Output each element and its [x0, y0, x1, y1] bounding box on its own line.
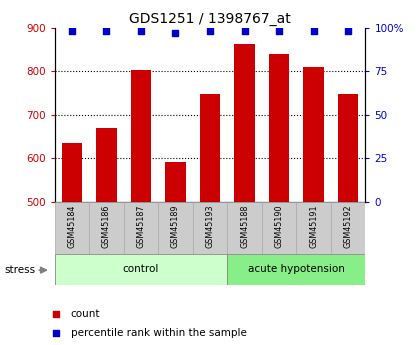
Bar: [269, 54, 289, 202]
Text: GSM45186: GSM45186: [102, 205, 111, 248]
Bar: [158, 202, 193, 254]
Bar: [55, 202, 89, 254]
Bar: [89, 202, 123, 254]
Bar: [331, 202, 365, 254]
Point: [276, 28, 282, 34]
Text: stress: stress: [4, 265, 35, 275]
Text: GSM45190: GSM45190: [275, 205, 284, 248]
Bar: [55, 254, 227, 285]
Text: GSM45191: GSM45191: [309, 205, 318, 248]
Bar: [131, 70, 151, 202]
Point: [138, 28, 144, 34]
Bar: [227, 254, 365, 285]
Point: [53, 331, 60, 336]
Bar: [96, 128, 117, 202]
Text: GSM45184: GSM45184: [67, 205, 76, 248]
Bar: [193, 202, 227, 254]
Bar: [61, 143, 82, 202]
Bar: [338, 94, 359, 202]
Text: percentile rank within the sample: percentile rank within the sample: [71, 328, 247, 338]
Text: count: count: [71, 309, 100, 319]
Text: GDS1251 / 1398767_at: GDS1251 / 1398767_at: [129, 12, 291, 26]
Point: [345, 28, 352, 34]
Point: [53, 312, 60, 317]
Text: acute hypotension: acute hypotension: [248, 264, 345, 274]
Point: [103, 28, 110, 34]
Text: GSM45188: GSM45188: [240, 205, 249, 248]
Point: [310, 28, 317, 34]
Text: GSM45189: GSM45189: [171, 205, 180, 248]
Bar: [227, 202, 262, 254]
Point: [172, 30, 179, 36]
Bar: [262, 202, 297, 254]
Bar: [200, 94, 221, 202]
Point: [68, 28, 75, 34]
Bar: [297, 202, 331, 254]
Text: GSM45193: GSM45193: [205, 205, 215, 248]
Text: GSM45187: GSM45187: [136, 205, 145, 248]
Point: [241, 28, 248, 34]
Bar: [303, 67, 324, 202]
Bar: [234, 44, 255, 202]
Point: [207, 28, 213, 34]
Text: GSM45192: GSM45192: [344, 205, 353, 248]
Bar: [165, 162, 186, 202]
Text: control: control: [123, 264, 159, 274]
Bar: [123, 202, 158, 254]
